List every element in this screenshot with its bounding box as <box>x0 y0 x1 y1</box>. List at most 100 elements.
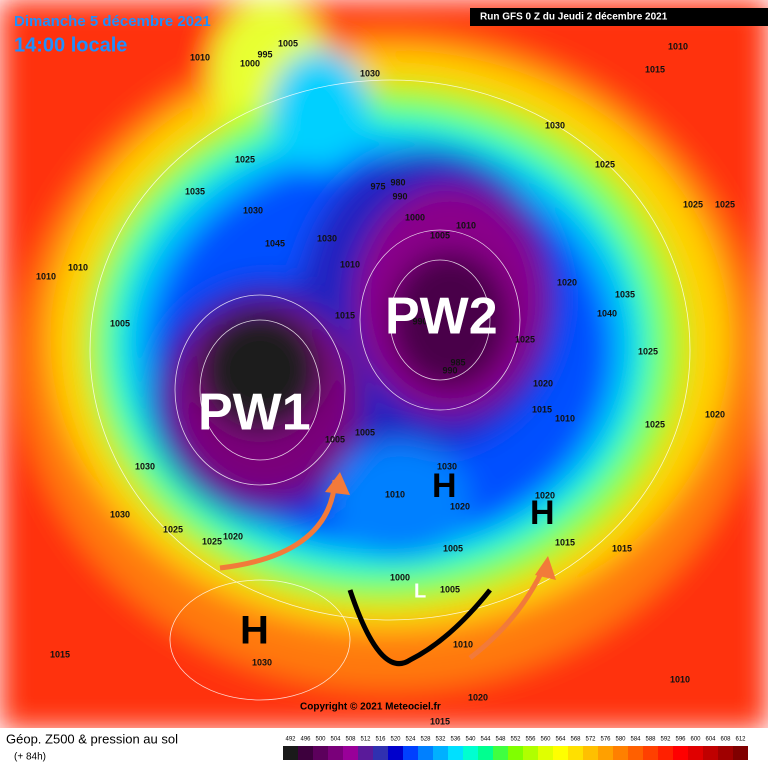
scale-label: 540 <box>465 737 476 743</box>
scale-label: 512 <box>360 737 371 743</box>
isobar-label: 1030 <box>252 657 272 667</box>
isobar-label: 1005 <box>443 543 463 553</box>
isobar-label: 1030 <box>135 461 155 471</box>
isobar-label: 990 <box>412 316 427 326</box>
isobar-label: 1025 <box>515 334 535 344</box>
scale-swatch <box>448 746 463 760</box>
isobar-label: 1015 <box>335 310 355 320</box>
run-label: Run GFS 0 Z du Jeudi 2 décembre 2021 <box>480 12 668 23</box>
scale-label: 496 <box>300 737 311 743</box>
scale-label: 588 <box>645 737 656 743</box>
isobars <box>89 79 691 701</box>
isobar-label: 1040 <box>597 308 617 318</box>
scale-swatch <box>493 746 508 760</box>
isobar-label: 1000 <box>405 212 425 222</box>
isobar-label: 1030 <box>360 68 380 78</box>
scale-label: 548 <box>495 737 506 743</box>
scale-swatch <box>373 746 388 760</box>
scale-swatch <box>283 746 298 760</box>
isobar-label: 1020 <box>557 277 577 287</box>
isobar-label: 1015 <box>555 537 575 547</box>
isobar-label: 1010 <box>668 41 688 51</box>
scale-label: 556 <box>525 737 536 743</box>
scale-label: 604 <box>705 737 716 743</box>
date-label: Dimanche 5 décembre 2021 <box>14 13 211 30</box>
flow-arrow <box>219 479 338 571</box>
isobar-label: 1010 <box>68 262 88 272</box>
scale-swatch <box>628 746 643 760</box>
isobar-label: 1030 <box>437 461 457 471</box>
isobar-label: 1005 <box>278 38 298 48</box>
isobar-label: 1015 <box>430 716 450 726</box>
scale-swatch <box>553 746 568 760</box>
scale-label: 552 <box>510 737 521 743</box>
scale-swatch <box>718 746 733 760</box>
scale-label: 536 <box>450 737 461 743</box>
scale-label: 524 <box>405 737 416 743</box>
scale-swatch <box>703 746 718 760</box>
isobar-label: 1030 <box>110 509 130 519</box>
isobar-label: 1020 <box>533 378 553 388</box>
scale-swatch <box>343 746 358 760</box>
scale-swatch <box>538 746 553 760</box>
scale-swatch <box>523 746 538 760</box>
scale-swatch <box>463 746 478 760</box>
scale-swatch <box>388 746 403 760</box>
isobar-label: 1010 <box>340 259 360 269</box>
scale-swatch <box>658 746 673 760</box>
arrow-head <box>325 472 350 495</box>
isobar-label: 1020 <box>535 490 555 500</box>
isobar-label: 1000 <box>240 58 260 68</box>
pw1-label: PW1 <box>198 384 311 442</box>
scale-swatch <box>583 746 598 760</box>
isobar-label: 1010 <box>36 271 56 281</box>
scale-label: 504 <box>330 737 341 743</box>
high-label: H <box>240 609 269 653</box>
scale-swatch <box>613 746 628 760</box>
scale-label: 584 <box>630 737 641 743</box>
isobar-label: 1020 <box>468 692 488 702</box>
scale-label: 520 <box>390 737 401 743</box>
scale-label: 500 <box>315 737 326 743</box>
scale-swatch <box>418 746 433 760</box>
scale-swatch <box>313 746 328 760</box>
scale-swatch <box>298 746 313 760</box>
isobar-label: 1005 <box>325 434 345 444</box>
scale-label: 508 <box>345 737 356 743</box>
isobar-label: 1025 <box>202 536 222 546</box>
scale-swatch <box>478 746 493 760</box>
scale-label: 572 <box>585 737 596 743</box>
pw2-label: PW2 <box>385 288 498 346</box>
scale-swatch <box>673 746 688 760</box>
isobar-label: 1005 <box>430 230 450 240</box>
scale-label: 544 <box>480 737 491 743</box>
isobar-label: 985 <box>450 357 465 367</box>
scale-swatch <box>433 746 448 760</box>
isobar-label: 1010 <box>385 489 405 499</box>
scale-label: 600 <box>690 737 701 743</box>
isobar-label: 1025 <box>638 346 658 356</box>
time-label: 14:00 locale <box>14 34 127 56</box>
isobar-label: 1030 <box>317 233 337 243</box>
scale-label: 528 <box>420 737 431 743</box>
arrow-head <box>535 556 556 580</box>
trough-curve <box>347 588 492 667</box>
isobar-label: 1035 <box>185 186 205 196</box>
scale-label: 568 <box>570 737 581 743</box>
scale-label: 608 <box>720 737 731 743</box>
scale-label: 596 <box>675 737 686 743</box>
isobar-label: 1000 <box>390 572 410 582</box>
isobar-label: 1005 <box>355 427 375 437</box>
scale-swatch <box>568 746 583 760</box>
isobar-label: 1025 <box>715 199 735 209</box>
scale-label: 532 <box>435 737 446 743</box>
scale-label: 612 <box>735 737 746 743</box>
copyright: Copyright © 2021 Meteociel.fr <box>300 702 441 713</box>
isobar-label: 1025 <box>595 159 615 169</box>
isobar-label: 1020 <box>450 501 470 511</box>
isobar-label: 1010 <box>190 52 210 62</box>
color-scale: 492 496 500 504 508 512 516 520 524 528 532 536 540 5… <box>283 737 748 760</box>
isobar-label: 1005 <box>440 584 460 594</box>
isobar-label: 980 <box>390 177 405 187</box>
